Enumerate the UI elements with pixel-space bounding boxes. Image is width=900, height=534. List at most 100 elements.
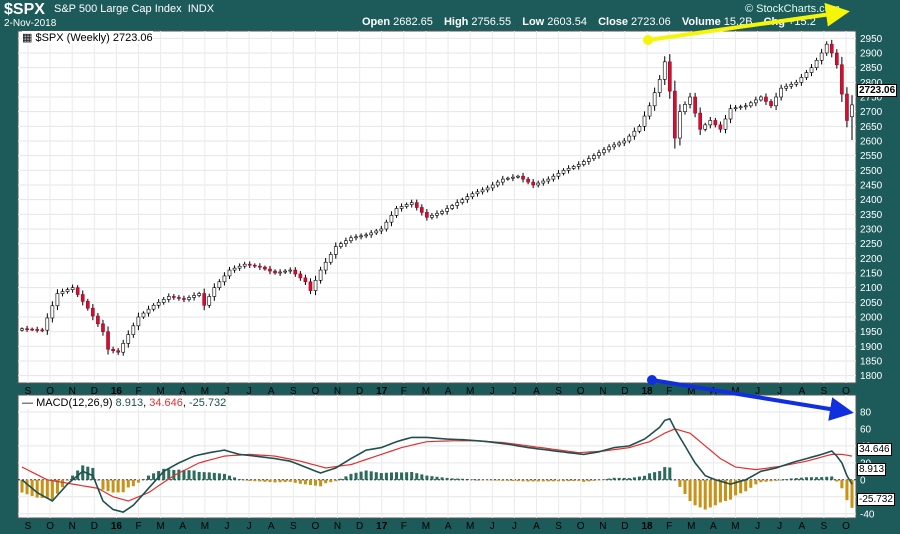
macd-histogram-bar: [486, 479, 490, 481]
macd-x-tick-label: S: [290, 521, 297, 532]
macd-histogram-bar: [708, 479, 712, 508]
candle-body: [359, 235, 363, 238]
price-x-tick-label: S: [290, 386, 297, 397]
macd-histogram-bar: [55, 479, 59, 494]
macd-histogram-bar: [141, 479, 145, 480]
macd-histogram-bar: [501, 479, 505, 481]
candle-body: [65, 289, 70, 292]
histogram-value-chip: -25.732: [857, 493, 895, 506]
candle-body: [774, 96, 778, 107]
macd-histogram-bar: [177, 469, 181, 480]
macd-histogram-bar: [217, 473, 221, 480]
candle-body: [70, 287, 75, 290]
candle-body: [404, 204, 409, 207]
candle-body: [96, 315, 100, 325]
macd-histogram-bar: [111, 479, 115, 493]
candle-body: [647, 105, 652, 117]
macd-x-tick-label: A: [179, 521, 186, 532]
candle-body: [845, 93, 849, 121]
macd-x-tick-label: A: [533, 521, 540, 532]
macd-histogram-bar: [283, 479, 287, 483]
macd-x-tick-label: N: [69, 521, 76, 532]
candle-body: [779, 87, 783, 98]
macd-y-tick-label: -40: [860, 509, 875, 520]
candle-body: [743, 105, 748, 108]
price-y-tick-label: 2100: [860, 283, 883, 294]
macd-histogram-bar: [121, 479, 125, 493]
macd-histogram-bar: [167, 469, 171, 480]
price-y-tick-label: 2600: [860, 137, 883, 148]
macd-histogram-bar: [359, 471, 363, 480]
candle-body: [182, 298, 186, 300]
candle-body: [652, 92, 657, 107]
macd-histogram-bar: [288, 479, 292, 482]
macd-histogram-bar: [794, 478, 798, 480]
candle-body: [587, 158, 591, 162]
candle-body: [627, 135, 632, 142]
price-x-tick-label: J: [512, 386, 517, 397]
candle-body: [834, 52, 839, 66]
macd-histogram-bar: [627, 478, 631, 480]
candle-body: [111, 348, 115, 352]
signal-line: [21, 428, 853, 502]
macd-x-tick-label: O: [842, 521, 850, 532]
macd-histogram-bar: [622, 478, 626, 480]
volume-label: Volume: [681, 16, 721, 28]
macd-histogram-bar: [339, 478, 343, 480]
candle-body: [227, 269, 232, 277]
macd-histogram-bar: [425, 475, 429, 480]
macd-histogram-bar: [384, 472, 388, 480]
macd-histogram-bar: [233, 477, 237, 480]
macd-histogram-bar: [298, 479, 302, 484]
macd-line: [21, 417, 853, 513]
candle-body: [637, 126, 642, 132]
candle-body: [667, 61, 672, 92]
candle-body: [308, 281, 313, 291]
price-y-tick-label: 2000: [860, 313, 883, 324]
macd-histogram-bar: [273, 479, 277, 483]
candle-body: [622, 140, 627, 144]
price-x-tick-label: J: [777, 386, 782, 397]
candle-body: [344, 240, 348, 244]
macd-x-tick-label: S: [555, 521, 562, 532]
candle-body: [60, 291, 65, 294]
candle-body: [389, 215, 394, 223]
price-y-tick-label: 2900: [860, 49, 883, 60]
candle-body: [75, 287, 80, 295]
price-trend-arrow: [647, 2, 850, 42]
candle-body: [546, 178, 551, 182]
macd-histogram-bar: [739, 479, 743, 494]
macd-histogram-bar: [678, 479, 682, 487]
price-x-tick-label: A: [445, 386, 452, 397]
price-y-tick-label: 2300: [860, 225, 883, 236]
macd-x-tick-label: S: [821, 521, 828, 532]
candle-body: [207, 296, 212, 306]
price-x-tick-label: F: [666, 386, 672, 397]
macd-histogram-bar: [243, 479, 247, 481]
candle-body: [30, 328, 34, 331]
macd-trend-arrow: [651, 378, 854, 421]
macd-x-tick-label: N: [599, 521, 606, 532]
close-value: 2723.06: [631, 16, 671, 28]
candle-body: [399, 206, 404, 209]
macd-histogram-bar: [354, 472, 358, 480]
candle-body: [166, 296, 171, 300]
macd-histogram-bar: [551, 479, 555, 482]
price-x-tick-label: D: [91, 386, 98, 397]
candle-body: [349, 237, 353, 242]
macd-histogram-bar: [723, 479, 727, 502]
candle-body: [172, 296, 176, 298]
macd-histogram-bar: [683, 479, 687, 494]
macd-histogram-bar: [116, 479, 120, 493]
macd-histogram-bar: [35, 479, 39, 498]
macd-histogram-bar: [820, 477, 824, 480]
histogram-legend-value: -25.732: [188, 397, 227, 409]
price-y-tick-label: 2850: [860, 63, 883, 74]
price-x-tick-label: A: [179, 386, 186, 397]
candle-body: [35, 329, 40, 331]
candle-body: [278, 271, 282, 274]
stockcharts-logo: © StockCharts.com: [745, 3, 840, 15]
macd-histogram-bar: [784, 479, 788, 480]
macd-histogram-bar: [612, 477, 616, 480]
candle-body: [516, 175, 520, 178]
